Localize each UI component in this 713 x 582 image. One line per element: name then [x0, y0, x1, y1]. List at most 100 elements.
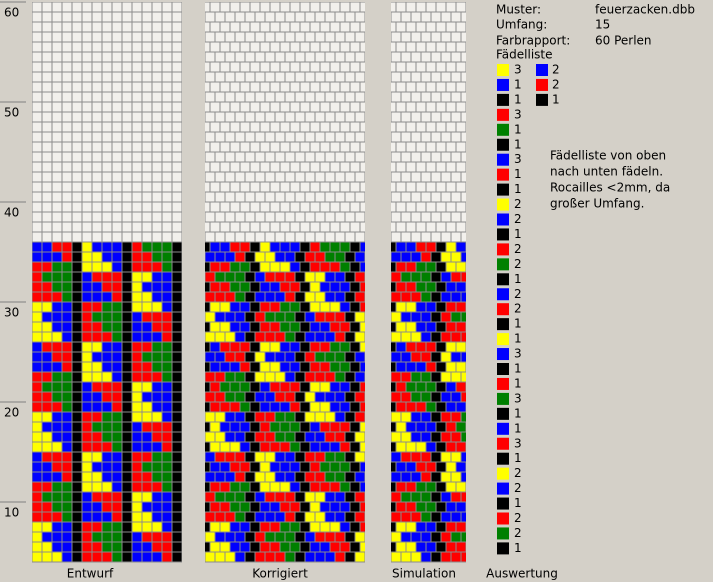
bead: [284, 271, 296, 283]
bead: [71, 241, 83, 253]
bead: [455, 381, 466, 393]
bead: [460, 71, 466, 83]
bead: [284, 151, 296, 163]
bead: [329, 81, 341, 93]
bead: [81, 291, 93, 303]
bead: [289, 141, 301, 153]
bead: [234, 491, 246, 503]
bead: [294, 191, 306, 203]
bead: [151, 121, 163, 133]
bead: [209, 341, 221, 353]
bead: [234, 211, 246, 223]
bead: [91, 311, 103, 323]
bead: [32, 121, 43, 133]
bead: [205, 511, 216, 523]
tab-label[interactable]: Korrigiert: [252, 567, 308, 581]
bead: [329, 241, 341, 253]
bead: [111, 101, 123, 113]
bead: [440, 71, 452, 83]
bead: [259, 221, 271, 233]
bead: [259, 541, 271, 553]
bead: [32, 541, 43, 553]
bead: [354, 351, 365, 363]
bead: [410, 471, 422, 483]
bead: [121, 371, 133, 383]
bead: [329, 381, 341, 393]
tab-label[interactable]: Simulation: [392, 567, 456, 581]
bead: [41, 291, 53, 303]
bead: [339, 201, 351, 213]
bead: [81, 351, 93, 363]
bead: [141, 201, 153, 213]
bead: [41, 11, 53, 23]
bead: [299, 301, 311, 313]
bead: [309, 101, 321, 113]
bead: [219, 21, 231, 33]
bead: [435, 221, 447, 233]
color-swatch: [497, 273, 509, 286]
bead: [61, 391, 73, 403]
bead: [264, 71, 276, 83]
bead: [131, 531, 143, 543]
bead: [121, 431, 133, 443]
bead: [279, 101, 291, 113]
bead: [249, 2, 261, 13]
bead: [32, 261, 43, 273]
bead: [299, 361, 311, 373]
bead: [334, 391, 346, 403]
bead: [334, 311, 346, 323]
bead: [81, 41, 93, 53]
bead: [171, 171, 182, 183]
tab-label[interactable]: Auswertung: [486, 567, 558, 581]
bead: [269, 521, 281, 533]
bead: [420, 211, 432, 223]
bead: [244, 231, 256, 243]
bead: [234, 71, 246, 83]
bead: [334, 91, 346, 103]
bead: [41, 121, 53, 133]
bead: [435, 301, 447, 313]
bead: [111, 481, 123, 493]
bead: [131, 341, 143, 353]
bead: [91, 111, 103, 123]
bead: [244, 491, 256, 503]
bead: [349, 341, 361, 353]
bead: [32, 111, 43, 123]
bead: [71, 531, 83, 543]
bead: [161, 381, 173, 393]
bead: [32, 341, 43, 353]
bead: [294, 331, 306, 343]
bead: [141, 421, 153, 433]
bead: [32, 361, 43, 373]
bead: [32, 101, 43, 113]
bead: [249, 81, 261, 93]
bead: [314, 271, 326, 283]
bead: [171, 121, 182, 133]
bead: [141, 291, 153, 303]
bead: [41, 301, 53, 313]
bead: [141, 501, 153, 513]
bead: [455, 461, 466, 473]
color-swatch: [497, 288, 509, 301]
bead: [41, 41, 53, 53]
bead: [121, 471, 133, 483]
bead: [214, 471, 226, 483]
bead: [299, 221, 311, 233]
bead: [400, 311, 412, 323]
bead: [339, 321, 351, 333]
bead: [289, 541, 301, 553]
bead: [205, 451, 216, 463]
tab-label[interactable]: Entwurf: [67, 567, 114, 581]
bead: [161, 501, 173, 513]
bead: [171, 401, 182, 413]
bead: [334, 551, 346, 563]
bead: [161, 131, 173, 143]
bead: [294, 391, 306, 403]
bead: [410, 551, 422, 563]
bead: [224, 211, 236, 223]
bead: [151, 111, 163, 123]
bead: [420, 151, 432, 163]
bead: [101, 71, 113, 83]
bead: [121, 191, 133, 203]
bead-count: 1: [514, 122, 522, 136]
